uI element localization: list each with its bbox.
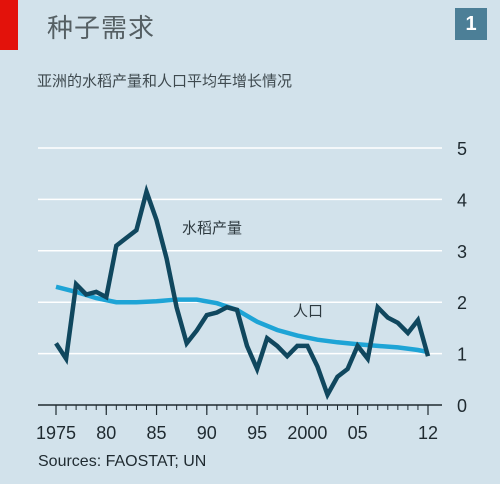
y-tick-label: 3 (457, 242, 467, 262)
chart-number-badge: 1 (455, 8, 487, 40)
series-line-population (55, 284, 429, 355)
series-label-rice-production: 水稻产量 (182, 220, 242, 237)
series-label-population: 人口 (293, 303, 323, 320)
x-tick-label: 05 (348, 423, 368, 443)
y-tick-label: 2 (457, 293, 467, 313)
x-tick-label: 80 (96, 423, 116, 443)
y-tick-label: 5 (457, 139, 467, 159)
x-tick-label: 2000 (287, 423, 327, 443)
x-tick-label: 1975 (36, 423, 76, 443)
y-tick-label: 4 (457, 190, 467, 210)
x-tick-label: 90 (197, 423, 217, 443)
x-tick-label: 12 (418, 423, 438, 443)
chart-subtitle: 亚洲的水稻产量和人口平均年增长情况 (37, 72, 293, 90)
source-note: Sources: FAOSTAT; UN (38, 453, 207, 470)
chart-title: 种子需求 (47, 14, 156, 44)
series-line-rice-production (54, 184, 431, 401)
y-tick-label: 0 (457, 396, 467, 416)
x-tick-label: 95 (247, 423, 267, 443)
y-tick-label: 1 (457, 345, 467, 365)
x-tick-label: 85 (147, 423, 167, 443)
accent-tab (0, 0, 18, 50)
